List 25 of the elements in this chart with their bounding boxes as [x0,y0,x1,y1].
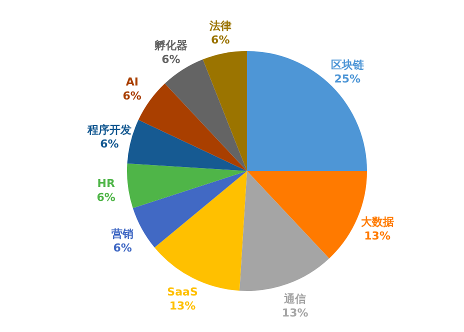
slice-label: AI [126,76,138,89]
pie-slice [132,171,247,248]
data-label: 13% [169,300,196,313]
slice-label: SaaS [167,286,198,299]
data-label: 6% [96,190,116,204]
data-label: 13% [364,229,390,242]
data-label: 6% [100,138,119,151]
data-label: 6% [113,241,132,254]
slice-label: HR [97,176,116,190]
data-label: 13% [282,306,308,320]
slice-label: 程序开发 [86,124,132,137]
data-label: 25% [334,72,361,86]
slice-label: 营销 [110,227,134,240]
slice-label: 法律 [208,20,232,33]
data-label: 6% [211,34,230,47]
pie-slice [127,163,247,208]
data-label: 6% [162,53,180,66]
slice-label: 孵化器 [153,39,188,52]
slice-label: 区块链 [330,58,365,72]
pie-slice [247,51,367,171]
slice-label: 通信 [283,292,306,306]
pie-slice [202,51,247,171]
slice-label: 大数据 [360,215,394,228]
data-label: 6% [122,90,142,103]
pie-slice [239,171,330,291]
